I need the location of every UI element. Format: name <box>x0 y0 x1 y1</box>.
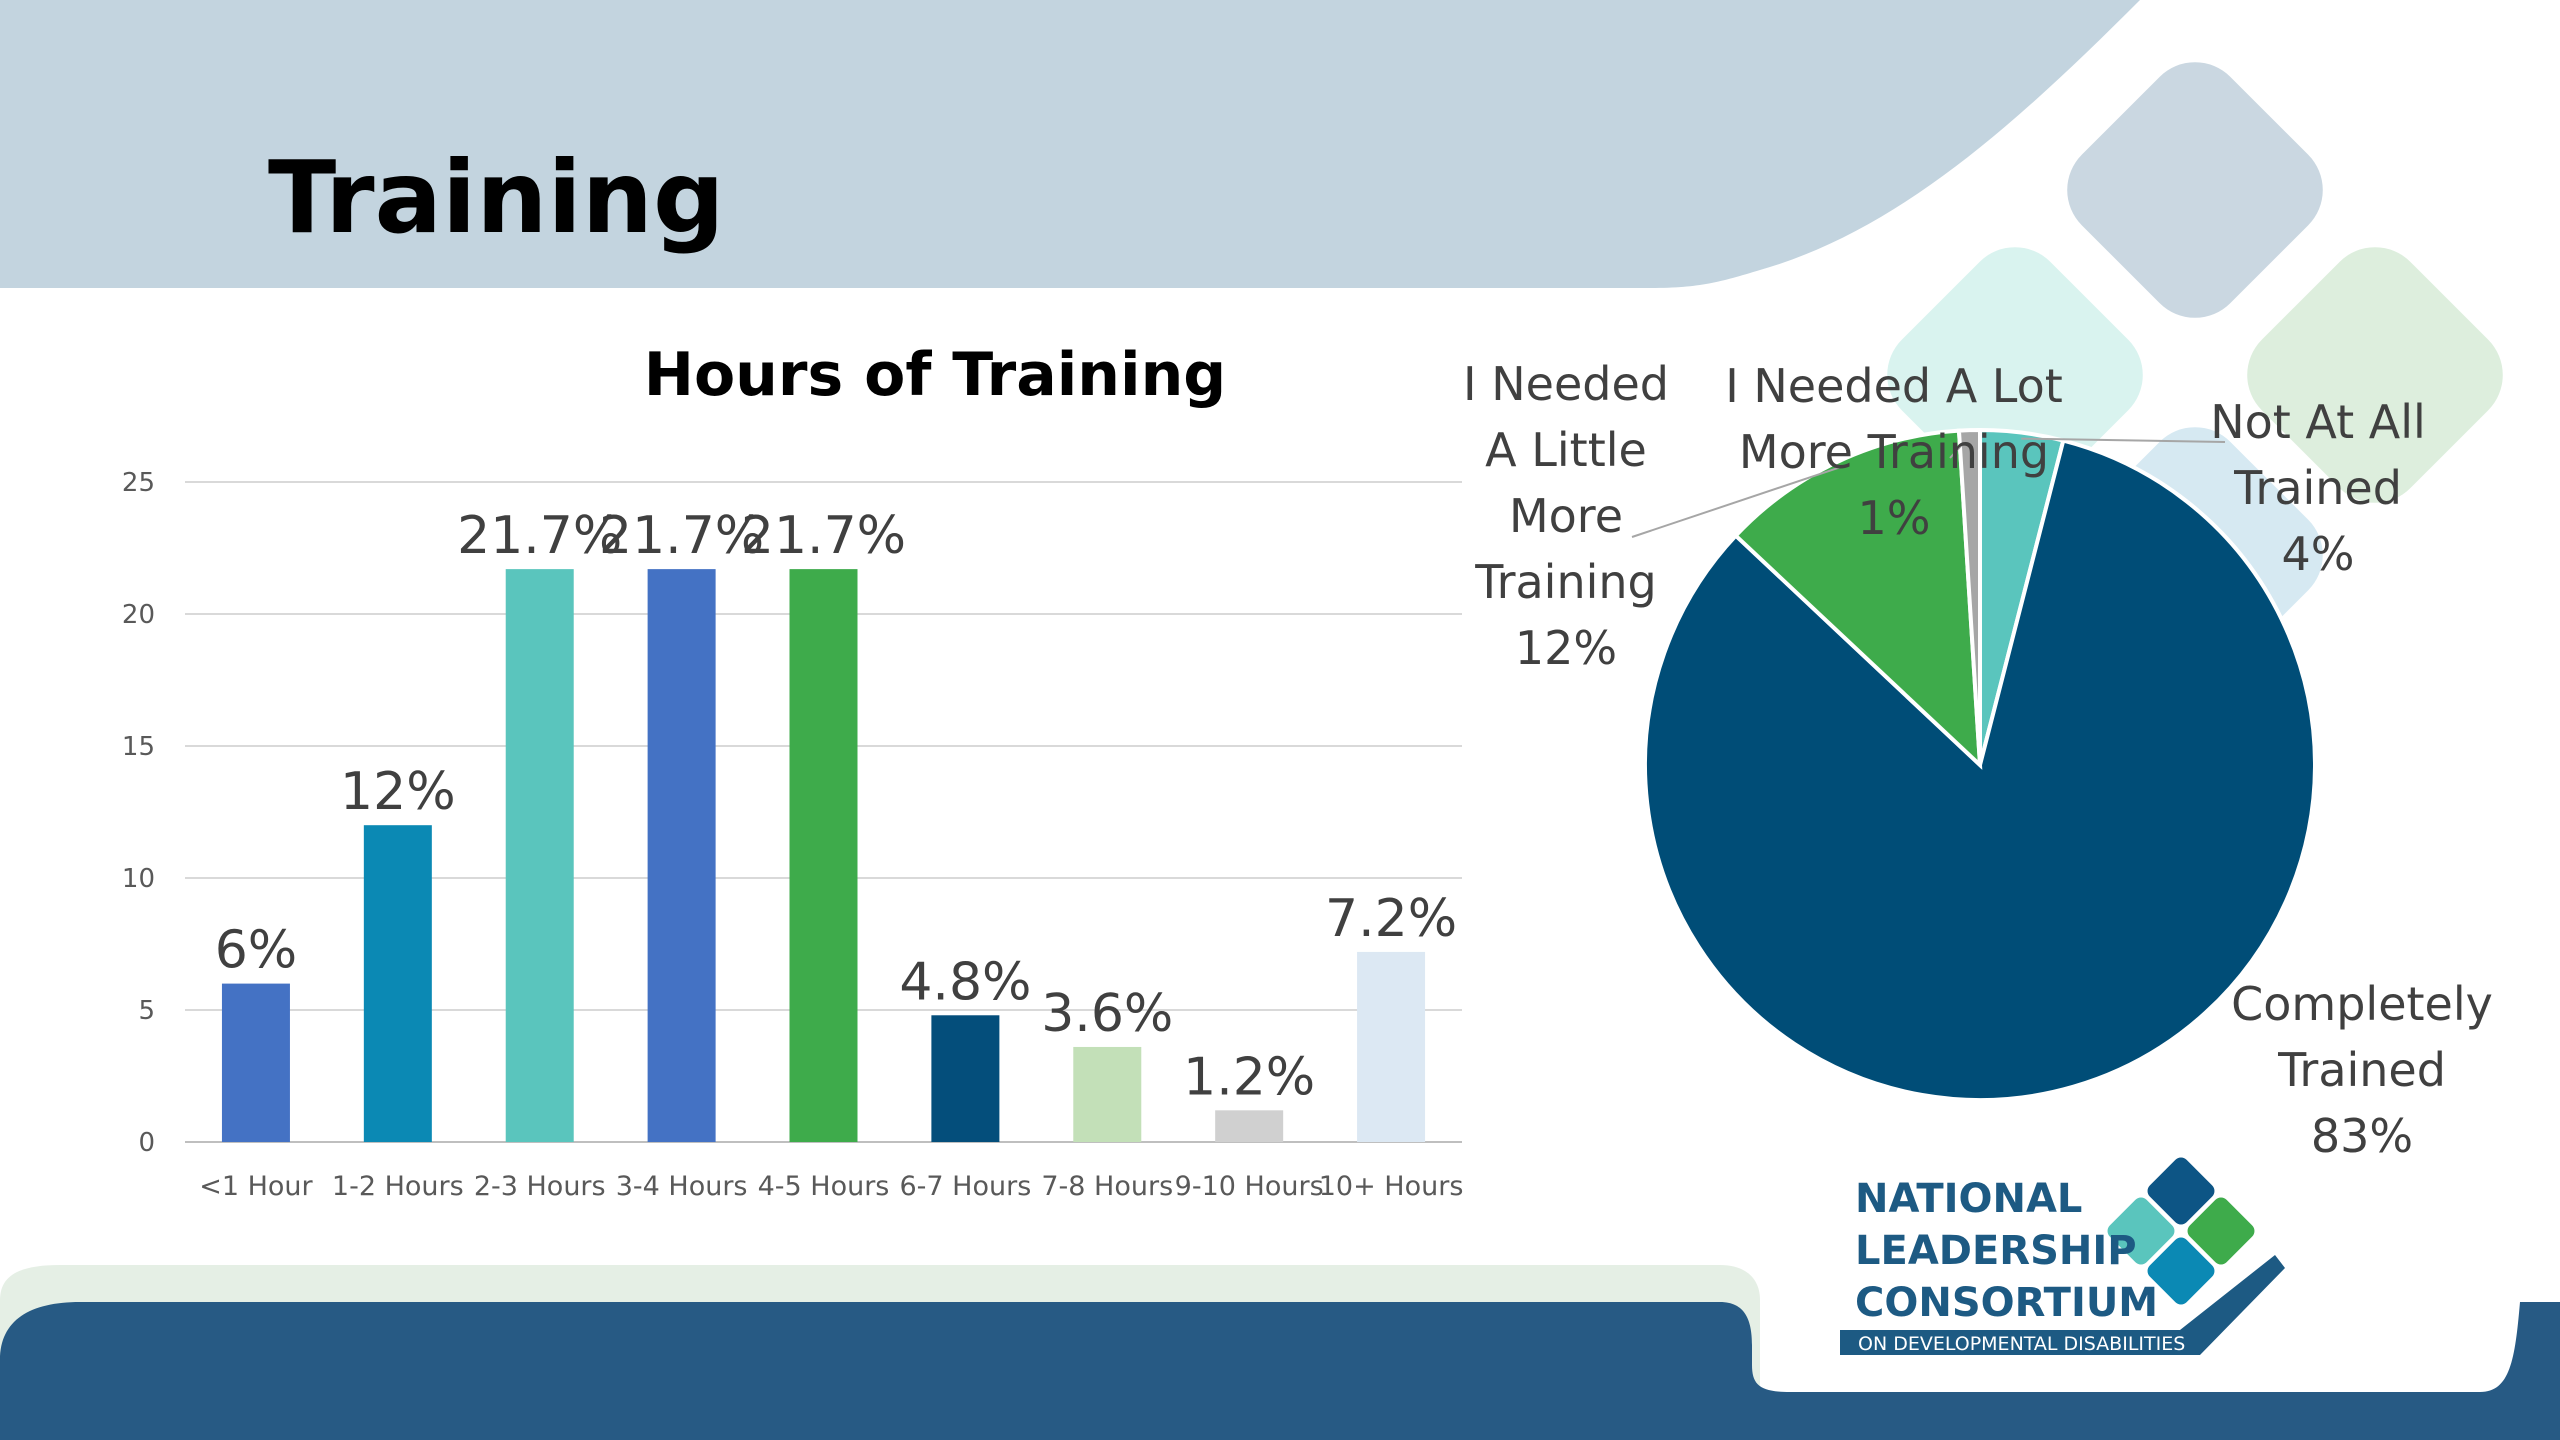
bar <box>647 569 716 1142</box>
pie-slice-label-line: More <box>1509 489 1623 543</box>
pie-slice-label-line: Trained <box>2233 461 2402 515</box>
bar-data-label: 7.2% <box>1325 889 1457 949</box>
pie-slice <box>1956 427 1982 766</box>
pie-slice-label: Completely Trained 83% <box>2231 977 2493 1163</box>
tile-grey <box>2067 62 2323 318</box>
x-tick-label: 9-10 Hours <box>1175 1171 1324 1202</box>
logo-diamond-mark <box>1840 1157 2285 1355</box>
bar <box>1073 1046 1142 1142</box>
pie-slice-label: Not At All Trained 4% <box>2210 395 2426 581</box>
bar-chart-x-axis: <1 Hour 1-2 Hours 2-3 Hours 3-4 Hours 4-5 Ho… <box>199 1171 1463 1202</box>
pie-slice-label-line: 83% <box>2311 1109 2413 1163</box>
x-tick-label: 3-4 Hours <box>616 1171 748 1202</box>
pie-leader-line <box>1949 435 1971 459</box>
pie-slice-label-line: 12% <box>1515 621 1617 675</box>
logo-diamond-navy <box>2147 1157 2215 1225</box>
y-tick-label: 0 <box>138 1128 155 1158</box>
slide-title: Training <box>268 139 725 256</box>
pie-slice-label-line: Trained <box>2277 1043 2446 1097</box>
bar-chart-data-labels: 6%12%21.7%21.7%21.7%4.8%3.6%1.2%7.2% <box>215 506 1457 1107</box>
x-tick-label: 6-7 Hours <box>899 1171 1031 1202</box>
footer-band <box>0 1302 2560 1440</box>
bar-chart-bars <box>221 569 1426 1142</box>
bar-chart-title: Hours of Training <box>644 340 1226 410</box>
pie-slice-label-line: I Needed A Lot <box>1725 359 2063 413</box>
y-tick-label: 10 <box>122 864 155 894</box>
bar <box>221 983 290 1142</box>
x-tick-label: 2-3 Hours <box>474 1171 606 1202</box>
pie-slice-label-line: 4% <box>2282 527 2355 581</box>
x-tick-label: 1-2 Hours <box>332 1171 464 1202</box>
logo-swoosh <box>1840 1255 2285 1355</box>
nlc-logo: NATIONAL LEADERSHIP CONSORTIUM ON DEVELO… <box>1820 1145 2310 1380</box>
pie-chart-slices <box>1643 427 2317 1102</box>
bar-data-label: 21.7% <box>741 506 906 566</box>
bar-data-label: 21.7% <box>457 506 622 566</box>
bar-chart-y-axis: 0 5 10 15 20 25 <box>122 468 155 1158</box>
x-tick-label: 7-8 Hours <box>1041 1171 1173 1202</box>
pie-slice-label-line: A Little <box>1485 423 1647 477</box>
bar-data-label: 6% <box>215 921 298 981</box>
logo-tagline: ON DEVELOPMENTAL DISABILITIES <box>1858 1333 2185 1355</box>
logo-line-1: NATIONAL <box>1855 1176 2082 1222</box>
bar-data-label: 1.2% <box>1183 1047 1315 1107</box>
pie-slice-label-line: More Training <box>1739 425 2049 479</box>
bar-data-label: 3.6% <box>1041 984 1173 1044</box>
bar-data-label: 12% <box>340 762 456 822</box>
bar-data-label: 4.8% <box>899 952 1031 1012</box>
logo-diamond-green <box>2187 1197 2255 1265</box>
header-band <box>0 0 2140 288</box>
pie-chart-leader-lines <box>1631 435 2226 538</box>
pie-slice-label-line: Not At All <box>2210 395 2426 449</box>
y-tick-label: 25 <box>122 468 155 498</box>
y-tick-label: 20 <box>122 600 155 630</box>
logo-line-2: LEADERSHIP <box>1855 1228 2137 1274</box>
bar <box>931 1015 1000 1142</box>
pie-slice-label-line: I Needed <box>1463 357 1669 411</box>
pie-slice-label: I Needed A Lot More Training 1% <box>1725 359 2063 545</box>
x-tick-label: <1 Hour <box>199 1171 313 1202</box>
pie-chart: Not At All Trained 4% Completely Trained 83% I… <box>1463 357 2493 1163</box>
x-tick-label: 10+ Hours <box>1319 1171 1464 1202</box>
pie-slice <box>1732 428 1983 770</box>
logo-line-3: CONSORTIUM <box>1855 1280 2158 1326</box>
logo-diamond-blue <box>2147 1237 2215 1305</box>
pie-slice-label-line: Training <box>1474 555 1657 609</box>
pie-chart-labels: Not At All Trained 4% Completely Trained 83% I… <box>1463 357 2493 1163</box>
logo-diamond-teal <box>2107 1197 2175 1265</box>
pie-leader-line <box>1631 466 1841 538</box>
pie-slice-label-line: 1% <box>1858 491 1931 545</box>
bar-data-label: 21.7% <box>599 506 764 566</box>
x-tick-label: 4-5 Hours <box>758 1171 890 1202</box>
pie-slice-label: I Needed A Little More Training 12% <box>1463 357 1669 675</box>
bar <box>789 569 858 1142</box>
tile-green <box>2247 247 2503 503</box>
pie-slice-label-line: Completely <box>2231 977 2493 1031</box>
bar <box>505 569 574 1142</box>
y-tick-label: 5 <box>138 996 155 1026</box>
pie-leader-line <box>2021 437 2226 443</box>
pie-slice <box>1643 438 2317 1102</box>
y-tick-label: 15 <box>122 732 155 762</box>
bar <box>363 825 432 1142</box>
bar <box>1357 951 1426 1142</box>
bar <box>1215 1110 1284 1142</box>
